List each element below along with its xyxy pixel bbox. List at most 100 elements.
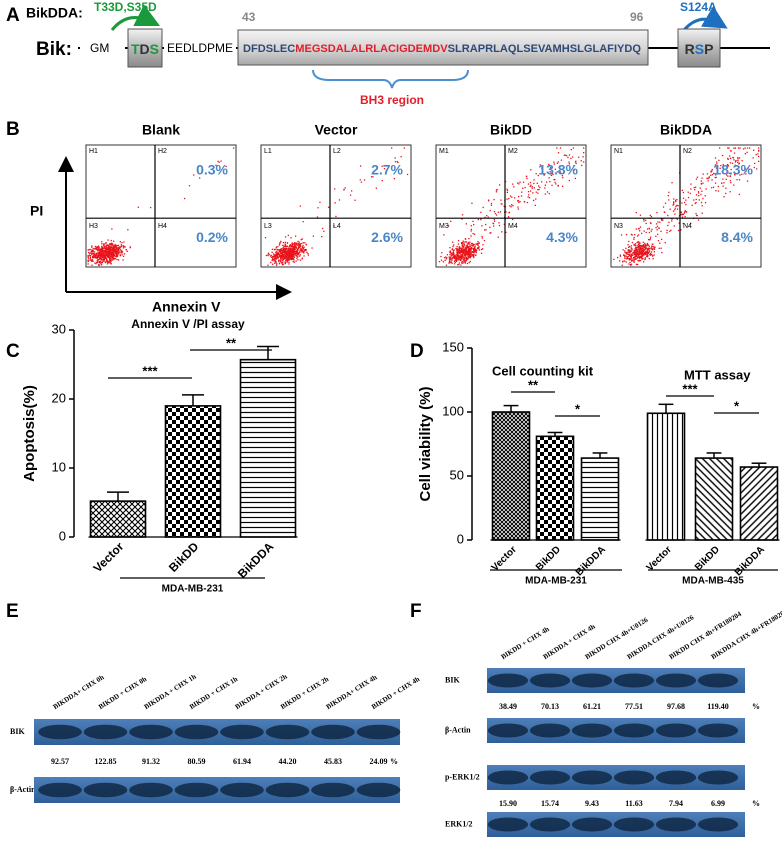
flow-dot (108, 262, 110, 264)
flow-dot (525, 175, 528, 178)
domain-box (677, 28, 721, 68)
flow-dot (477, 244, 479, 247)
flow-dot (284, 241, 286, 243)
flow-dot (725, 187, 727, 189)
flow-dot (281, 252, 283, 254)
flow-dot (744, 147, 746, 149)
flow-dot (381, 165, 383, 167)
quant-unit: % (752, 702, 760, 711)
flow-dot (693, 199, 695, 201)
flow-dot (636, 254, 638, 256)
significance-label: * (575, 401, 581, 416)
flow-dot (676, 218, 678, 221)
flow-dot (697, 191, 700, 193)
flow-dot (757, 153, 759, 155)
flow-dot (111, 228, 113, 230)
flow-dot (113, 248, 116, 250)
flow-dot (289, 252, 291, 254)
flow-dot (648, 227, 650, 229)
flow-dot (466, 250, 468, 252)
flow-dot (646, 247, 648, 250)
flow-dot (730, 182, 732, 184)
flow-dot (510, 206, 512, 208)
flow-dot (715, 190, 717, 192)
flow-dot (99, 257, 101, 259)
blot-band (487, 673, 529, 688)
flow-dot (275, 260, 277, 263)
flow-dot (731, 162, 734, 164)
flow-dot (570, 149, 572, 151)
flow-dot (284, 255, 287, 257)
flow-dot (648, 239, 650, 241)
flow-dot (276, 253, 278, 255)
flow-dot (637, 245, 639, 247)
flow-dot (636, 256, 639, 258)
flow-dot (651, 253, 653, 256)
flow-dot (298, 241, 300, 243)
x-tick-label: Vector (91, 539, 127, 575)
flow-dot (448, 256, 450, 258)
flow-dot (109, 246, 111, 248)
flow-dot (125, 249, 127, 251)
flow-dot (636, 242, 638, 244)
flow-dot (311, 247, 313, 249)
flow-dot (557, 152, 560, 154)
flow-dot (264, 237, 267, 239)
flow-dot (113, 240, 115, 242)
flow-dot (509, 195, 512, 197)
flow-dot (104, 247, 106, 249)
flow-dot (99, 254, 101, 256)
flow-dot (636, 257, 639, 259)
quant-value: 119.40 (707, 702, 729, 711)
flow-dot (91, 246, 93, 248)
flow-dot (464, 249, 466, 252)
flow-dot (121, 251, 124, 253)
flow-dot (354, 199, 356, 201)
flow-dot (469, 248, 471, 250)
flow-dot (297, 240, 299, 243)
flow-dot (494, 220, 496, 222)
flow-dot (522, 181, 525, 183)
flow-dot (450, 254, 453, 257)
flow-dot (118, 259, 120, 261)
flow-dot (286, 255, 288, 257)
flow-dot (286, 247, 288, 250)
flow-dot (299, 250, 301, 252)
flow-dot (116, 250, 118, 253)
flow-dot (304, 250, 306, 252)
flow-dot (116, 256, 118, 258)
flow-dot (470, 250, 472, 253)
flow-dot (529, 185, 531, 188)
flow-dot (483, 239, 486, 242)
flow-dot (711, 168, 713, 171)
flow-dot (468, 252, 470, 254)
flow-dot (106, 255, 108, 257)
domain-residue: S (695, 41, 704, 57)
flow-dot (289, 258, 291, 260)
lane-label: BIKDDA CHX 4h+FR180204 (710, 607, 782, 661)
flow-dot (647, 255, 649, 257)
flow-dot (290, 248, 292, 250)
flow-dot (473, 248, 475, 251)
flow-dot (741, 173, 743, 175)
flow-dot (711, 187, 713, 189)
flow-dot (295, 235, 297, 237)
flow-dot (122, 247, 125, 249)
flow-dot (291, 244, 293, 246)
flow-dot (634, 256, 636, 258)
flow-dot (106, 258, 108, 260)
flow-dot (627, 251, 629, 253)
flow-dot (630, 245, 632, 247)
flow-dot (674, 207, 676, 209)
flow-dot (627, 257, 629, 260)
flow-dot (303, 246, 305, 248)
flow-dot (482, 206, 484, 209)
quadrant-label: M3 (439, 223, 449, 230)
flow-dot (88, 254, 91, 256)
flow-dot (484, 229, 486, 231)
flow-dot (115, 246, 117, 249)
flow-dot (653, 248, 655, 250)
plot-title: BikDDA (660, 122, 712, 138)
flow-dot (673, 202, 675, 204)
